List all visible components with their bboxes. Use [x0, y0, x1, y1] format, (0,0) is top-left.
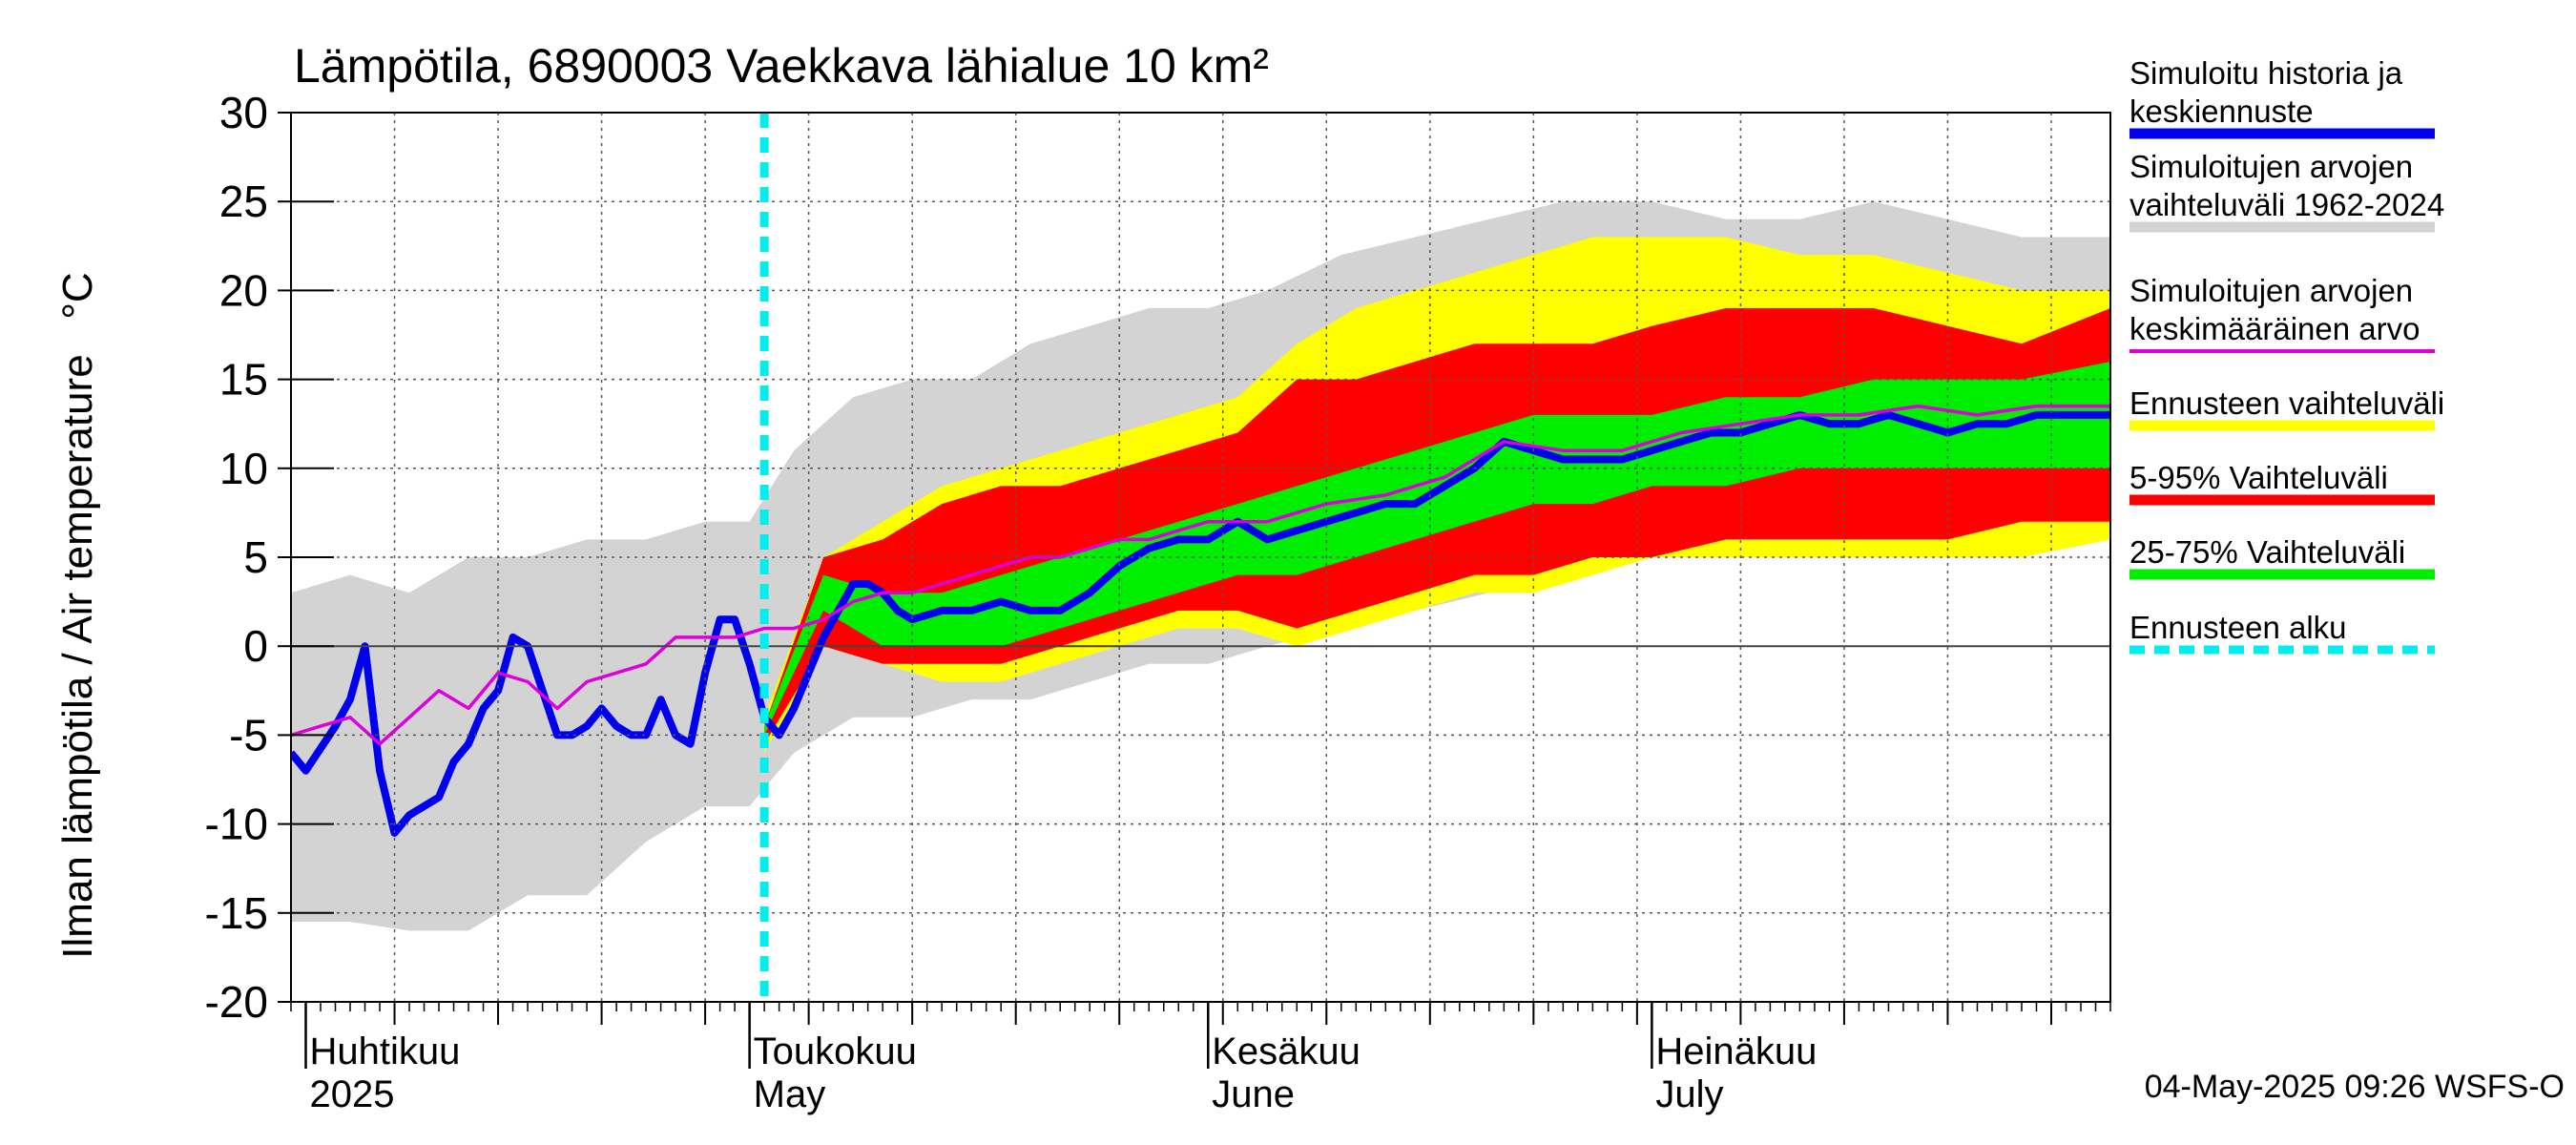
y-tick-label: 30: [219, 88, 268, 137]
legend-label: keskimääräinen arvo: [2129, 311, 2420, 346]
x-month-sublabel: July: [1655, 1073, 1723, 1115]
x-month-label: Kesäkuu: [1212, 1030, 1361, 1072]
y-tick-label: 15: [219, 355, 268, 405]
x-month-sublabel: May: [754, 1073, 826, 1115]
data-layer: [291, 201, 2110, 931]
footer-timestamp: 04-May-2025 09:26 WSFS-O: [2145, 1069, 2565, 1105]
y-tick-label: 10: [219, 444, 268, 493]
legend-label: Ennusteen alku: [2129, 610, 2347, 645]
legend-label: Ennusteen vaihteluväli: [2129, 385, 2444, 421]
chart-title: Lämpötila, 6890003 Vaekkava lähialue 10 …: [294, 39, 1269, 93]
y-axis: -20 -15 -10 -5 0 5 10 15 20 25 30: [205, 88, 334, 1027]
forecast-band-3: [764, 362, 2110, 736]
y-tick-label: -10: [205, 800, 268, 849]
legend-label: 25-75% Vaihteluväli: [2129, 534, 2405, 570]
x-month-label: Huhtikuu: [310, 1030, 461, 1072]
x-month-sublabel: 2025: [310, 1073, 395, 1115]
average-value-line: [291, 404, 2110, 746]
x-month-sublabel: June: [1212, 1073, 1295, 1115]
y-tick-label: 20: [219, 265, 268, 315]
legend-label: Simuloitujen arvojen: [2129, 149, 2413, 184]
y-tick-label: 5: [243, 532, 268, 582]
y-tick-label: 25: [219, 177, 268, 226]
y-tick-label: -15: [205, 888, 268, 938]
y-tick-label: 0: [243, 621, 268, 671]
legend-label: 5-95% Vaihteluväli: [2129, 460, 2388, 495]
mean-forecast-line: [291, 410, 2110, 837]
y-axis-label: Ilman lämpötila / Air temperature °C: [54, 272, 101, 958]
x-month-label: Heinäkuu: [1655, 1030, 1817, 1072]
legend-label: vaihteluväli 1962-2024: [2129, 187, 2444, 222]
y-tick-label: -20: [205, 977, 268, 1027]
plot-area: [290, 112, 2111, 1003]
x-month-label: Toukokuu: [754, 1030, 917, 1072]
y-tick-label: -5: [229, 710, 268, 760]
legend-label: Simuloitujen arvojen: [2129, 273, 2413, 308]
legend-label: Simuloitu historia ja: [2129, 55, 2403, 91]
legend-label: keskiennuste: [2129, 94, 2314, 129]
